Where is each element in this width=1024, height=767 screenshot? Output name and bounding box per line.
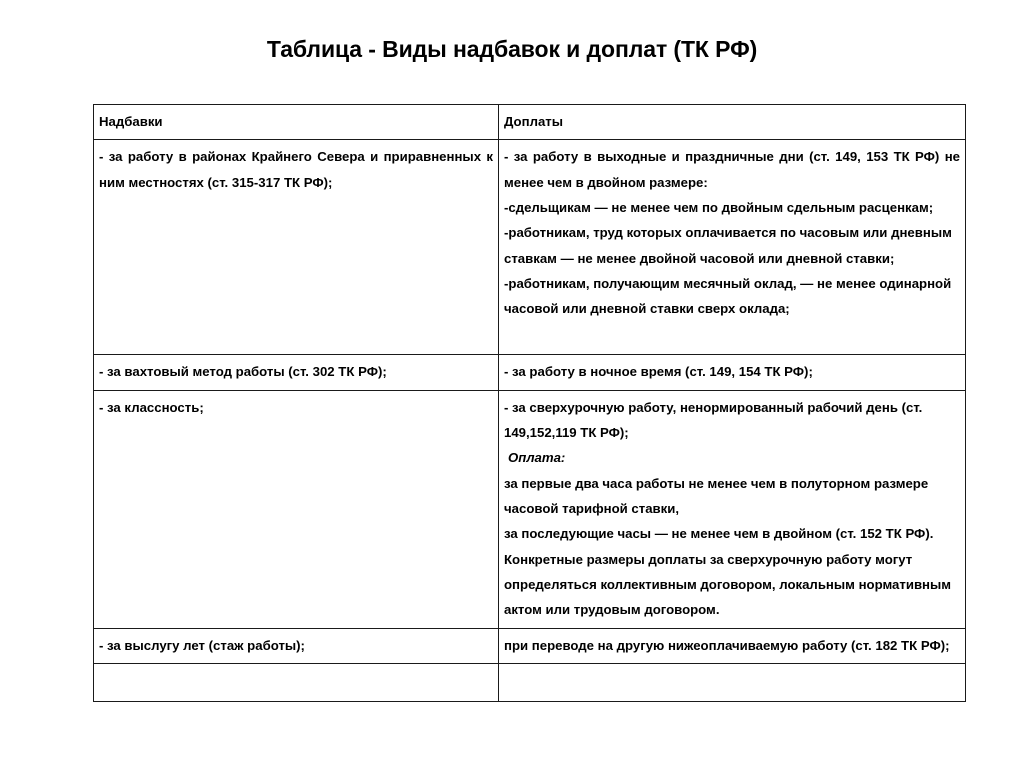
paragraph: -работникам, труд которых оплачивается п… [504,225,952,266]
cell-surcharge-weekends-holidays: - за работу в выходные и праздничные дни… [498,139,966,356]
table-row: - за выслугу лет (стаж работы); при пере… [93,627,966,665]
paragraph-payment-label: Оплата: [508,450,566,466]
table-row: - за классность; - за сверхурочную работ… [93,389,966,629]
table-row-empty [93,663,966,703]
table-row: - за вахтовый метод работы (ст. 302 ТК Р… [93,354,966,391]
cell-surcharge-overtime: - за сверхурочную работу, ненормированны… [498,389,966,629]
cell-surcharge-transfer-lower-paid: при переводе на другую нижеоплачиваемую … [498,627,966,665]
cell-allowance-far-north: - за работу в районах Крайнего Севера и … [93,139,499,356]
paragraph: - за сверхурочную работу, ненормированны… [504,399,923,441]
cell-empty-left [93,663,499,703]
cell-allowance-rotational-method: - за вахтовый метод работы (ст. 302 ТК Р… [93,354,499,391]
paragraph: - за работу в выходные и праздничные дни… [504,149,960,190]
table-row: - за работу в районах Крайнего Севера и … [93,139,966,356]
allowances-surcharges-table: Надбавки Доплаты - за работу в районах К… [93,103,966,703]
column-header-surcharges: Доплаты [498,103,966,141]
paragraph: -работникам, получающим месячный оклад, … [504,276,952,317]
paragraph: -сдельщикам — не менее чем по двойным сд… [504,200,934,216]
column-header-allowances: Надбавки [93,103,499,141]
cell-empty-right [498,663,966,703]
table-header-row: Надбавки Доплаты [93,103,966,141]
table-container: Надбавки Доплаты - за работу в районах К… [93,103,966,703]
paragraph: за первые два часа работы не менее чем в… [504,475,929,517]
cell-allowance-long-service: - за выслугу лет (стаж работы); [93,627,499,665]
paragraph: Конкретные размеры доплаты за сверхурочн… [504,551,952,618]
cell-surcharge-night-work: - за работу в ночное время (ст. 149, 154… [498,354,966,391]
paragraph: за последующие часы — не менее чем в дво… [504,526,934,542]
page-title: Таблица - Виды надбавок и доплат (ТК РФ) [266,36,758,62]
cell-allowance-class-rating: - за классность; [93,389,499,629]
